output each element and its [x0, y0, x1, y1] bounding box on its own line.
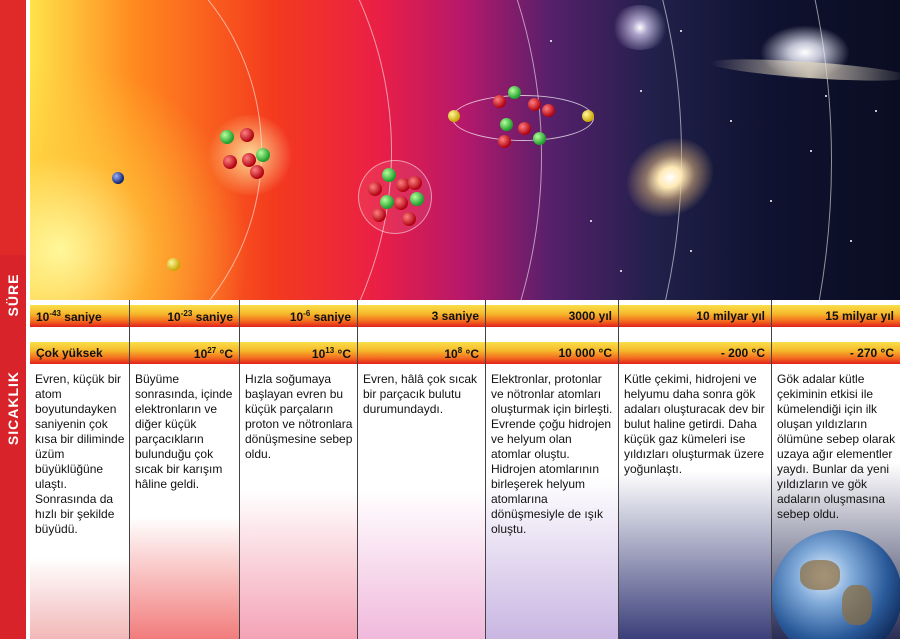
temp-value-5: 10 000 °C [558, 346, 612, 360]
time-row-label: SÜRE [5, 273, 21, 317]
temp-value-6: - 200 °C [720, 346, 765, 360]
temp-value-1: Çok yüksek [36, 346, 103, 360]
time-value-5: 3000 yıl [568, 309, 612, 323]
time-value-7: 15 milyar yıl [825, 309, 894, 323]
timeline-column-1: 10-43 saniye Çok yüksek Evren, küçük bir… [30, 300, 130, 639]
timeline-column-4: 3 saniye 108 °C Evren, hâlâ çok sıcak bi… [358, 300, 486, 639]
side-label-bar: SÜRE SICAKLIK [0, 0, 26, 639]
description-4: Evren, hâlâ çok sıcak bir parçacık bulut… [363, 372, 478, 416]
timeline-column-5: 3000 yıl 10 000 °C Elektronlar, protonla… [486, 300, 619, 639]
description-2: Büyüme sonrasında, içinde elektronların … [135, 372, 233, 491]
time-value-3: 10-6 saniye [289, 309, 351, 324]
description-1: Evren, küçük bir atom boyutundayken sani… [35, 372, 125, 536]
description-3: Hızla soğumaya başlayan evren bu küçük p… [245, 372, 353, 461]
temp-value-7: - 270 °C [849, 346, 894, 360]
description-6: Kütle çekimi, hidrojeni ve helyumu daha … [624, 372, 765, 476]
time-value-4: 3 saniye [431, 309, 479, 323]
time-value-2: 10-23 saniye [167, 309, 233, 324]
temperature-row-label: SICAKLIK [5, 370, 21, 446]
temp-value-3: 1013 °C [311, 346, 351, 361]
timeline-column-2: 10-23 saniye 1027 °C Büyüme sonrasında, … [130, 300, 240, 639]
universe-expansion-illustration [30, 0, 900, 300]
description-7: Gök adalar kütle çekiminin etkisi ile kü… [777, 372, 896, 521]
time-value-1: 10-43 saniye [36, 309, 102, 324]
timeline-column-3: 10-6 saniye 1013 °C Hızla soğumaya başla… [240, 300, 358, 639]
description-5: Elektronlar, protonlar ve nötronlar atom… [491, 372, 613, 536]
temp-value-4: 108 °C [444, 346, 479, 361]
timeline-column-6: 10 milyar yıl - 200 °C Kütle çekimi, hid… [619, 300, 772, 639]
temp-value-2: 1027 °C [193, 346, 233, 361]
earth-image [772, 530, 900, 639]
time-value-6: 10 milyar yıl [696, 309, 765, 323]
